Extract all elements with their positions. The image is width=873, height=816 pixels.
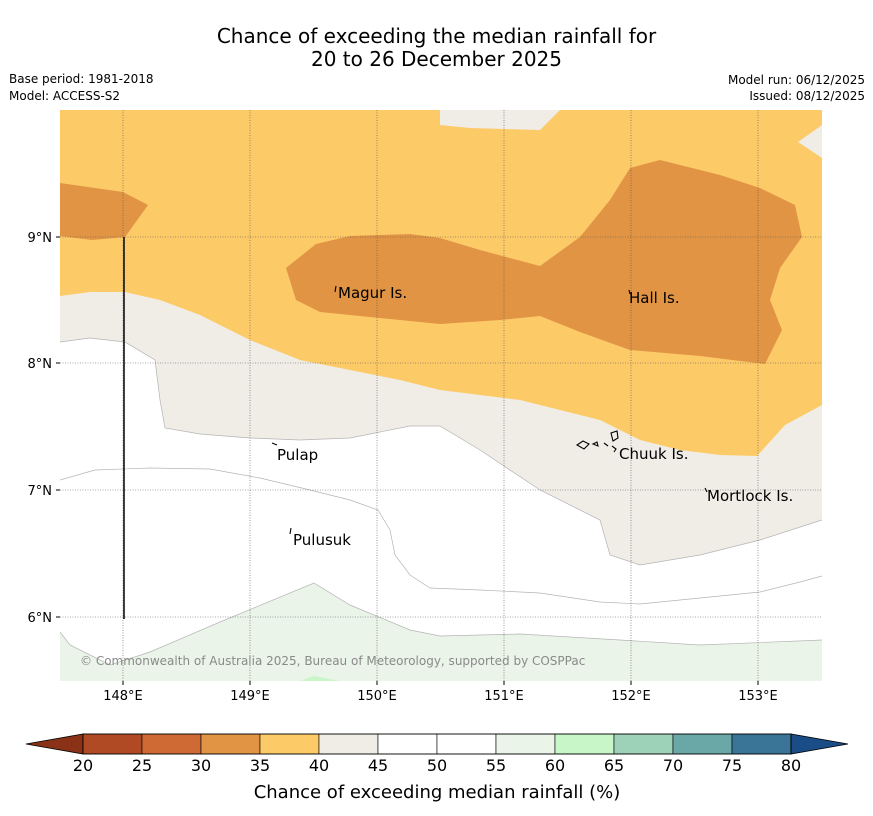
contour-lines <box>60 337 822 666</box>
colorbar-segment <box>82 733 143 755</box>
magur-island-icon <box>334 285 337 293</box>
mortlock-island-icon <box>704 487 708 493</box>
pulap-island-icon <box>271 442 278 446</box>
colorbar-segment <box>200 733 261 755</box>
place-label-hall: Hall Is. <box>629 289 680 307</box>
colorbar-segment <box>495 733 556 755</box>
colorbar-frame <box>82 733 792 755</box>
place-label-chuuk: Chuuk Is. <box>619 445 688 463</box>
colorbar-tick-label: 65 <box>604 756 624 775</box>
colorbar-tick-label: 55 <box>486 756 506 775</box>
colorbar-tick-label: 45 <box>368 756 388 775</box>
island-markers <box>271 285 708 535</box>
colorbar-low-extend <box>25 733 84 755</box>
lon-label-153e: 153°E <box>738 689 778 704</box>
colorbar-segment <box>554 733 615 755</box>
colorbar-tick-label: 20 <box>73 756 93 775</box>
region-40-45-topright <box>798 125 822 158</box>
lat-label-9n: 9°N <box>28 231 53 246</box>
place-label-mortlock: Mortlock Is. <box>707 487 793 505</box>
lat-label-7n: 7°N <box>28 484 53 499</box>
lat-label-8n: 8°N <box>28 357 53 372</box>
lon-label-152e: 152°E <box>611 689 651 704</box>
colorbar-tick-label: 75 <box>722 756 742 775</box>
colorbar-tick-label: 30 <box>191 756 211 775</box>
issued-date: Issued: 08/12/2025 <box>749 89 865 103</box>
region-30-35-west <box>60 183 148 240</box>
colorbar-segment <box>259 733 320 755</box>
axis-ticks <box>56 236 759 685</box>
region-60-65 <box>300 676 340 681</box>
colorbar-tick-label: 60 <box>545 756 565 775</box>
colorbar-tick-label: 40 <box>309 756 329 775</box>
chart-title-line1: Chance of exceeding the median rainfall … <box>216 24 657 48</box>
colorbar-segment <box>377 733 438 755</box>
colorbar-segment <box>436 733 497 755</box>
place-label-pulusuk: Pulusuk <box>293 531 351 549</box>
colorbar-segment <box>731 733 792 755</box>
lon-label-151e: 151°E <box>484 689 524 704</box>
gridlines <box>60 110 822 681</box>
place-label-magur: Magur Is. <box>338 284 407 302</box>
chuuk-islands-icon <box>575 430 619 453</box>
place-label-pulap: Pulap <box>277 446 318 464</box>
colorbar-segment <box>672 733 733 755</box>
region-30-35-central <box>286 160 802 364</box>
base-period: Base period: 1981-2018 <box>9 72 154 86</box>
region-40-45-top <box>440 110 560 130</box>
colorbar-tick-label: 50 <box>427 756 447 775</box>
lon-label-148e: 148°E <box>103 689 143 704</box>
colorbar: 20 25 30 35 40 45 50 55 60 65 70 75 80 <box>25 733 849 775</box>
lon-label-150e: 150°E <box>357 689 397 704</box>
colorbar-segment <box>141 733 202 755</box>
lon-label-149e: 149°E <box>230 689 270 704</box>
map-area: Magur Is. Hall Is. Pulap Chuuk Is. Mortl… <box>60 110 822 681</box>
model-run-date: Model run: 06/12/2025 <box>727 73 865 87</box>
region-45-55 <box>60 338 822 681</box>
colorbar-tick-label: 25 <box>132 756 152 775</box>
colorbar-tick-label: 70 <box>663 756 683 775</box>
region-55-60 <box>60 583 822 681</box>
lat-label-6n: 6°N <box>28 611 53 626</box>
colorbar-label: Chance of exceeding median rainfall (%) <box>254 782 621 803</box>
copyright-notice: © Commonwealth of Australia 2025, Bureau… <box>80 654 585 668</box>
hall-island-icon <box>628 289 631 295</box>
colorbar-segment <box>613 733 674 755</box>
colorbar-segment <box>318 733 379 755</box>
model-name: Model: ACCESS-S2 <box>9 89 121 103</box>
chart-title-line2: 20 to 26 December 2025 <box>310 47 562 71</box>
colorbar-tick-label: 80 <box>781 756 801 775</box>
colorbar-tick-label: 35 <box>250 756 270 775</box>
colorbar-high-extend <box>790 733 849 755</box>
pulusuk-island-icon <box>289 527 292 535</box>
